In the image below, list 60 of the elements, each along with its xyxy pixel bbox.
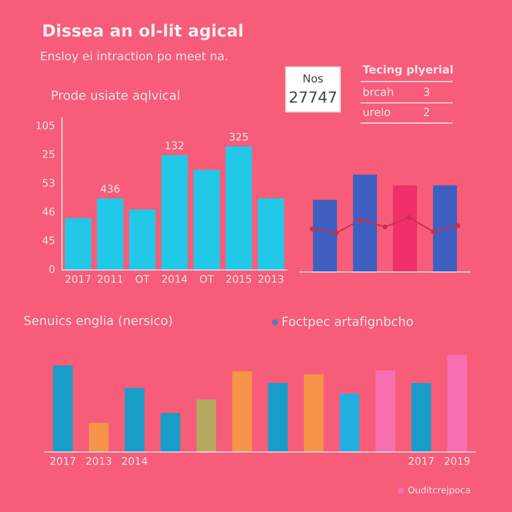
text: 105: [36, 121, 54, 130]
bar: [447, 354, 467, 452]
bar: [196, 400, 216, 452]
text: 3: [424, 88, 430, 96]
bar: [161, 155, 188, 270]
point: [406, 215, 412, 220]
point: [358, 217, 364, 222]
text: 2: [424, 108, 430, 116]
bar: [232, 371, 252, 452]
bar: [129, 209, 156, 270]
text: 53: [42, 178, 54, 187]
text: Prode usiate aqlvical: [52, 90, 180, 102]
bar: [340, 394, 360, 452]
text: urelo: [364, 108, 390, 116]
chart-title: Senuics englia (nersico): [24, 316, 172, 328]
annotation: 132: [166, 141, 184, 150]
bar: [97, 198, 124, 270]
text: Nos: [304, 74, 323, 83]
bar: [411, 383, 432, 452]
x-tick-label: 2014: [122, 457, 148, 465]
x-tick-label: 2019: [444, 457, 470, 465]
bar: [268, 383, 288, 452]
bar: [376, 370, 396, 452]
annotation: 325: [230, 132, 248, 141]
bar: [226, 146, 252, 270]
bar: [160, 413, 180, 452]
x-tick-label: OT: [136, 275, 150, 283]
bar: [124, 388, 144, 452]
annotation: 436: [100, 184, 120, 193]
point: [455, 223, 460, 228]
x-tick-label: 2013: [258, 275, 284, 283]
text: 27747: [290, 91, 336, 103]
text: Foctpec artafignbcho: [282, 316, 413, 329]
chart-subtitle: Ensloy ei intraction po meet na.: [41, 51, 228, 63]
x-tick-label: 2014: [162, 275, 188, 283]
text: 25: [42, 150, 54, 158]
point: [334, 230, 339, 236]
x-tick-label: 2017: [66, 275, 90, 283]
bar: [88, 422, 109, 452]
text: 46: [42, 208, 55, 216]
bar: [193, 170, 220, 270]
point: [310, 226, 315, 232]
x-tick-label: 2017: [408, 457, 434, 465]
chart-title: Dissea an ol-lit agical: [44, 24, 242, 40]
x-tick-label: 2011: [98, 275, 123, 283]
bar: [64, 218, 92, 270]
x-tick-label: OT: [200, 275, 214, 283]
text: brcah: [364, 87, 393, 96]
x-tick-label: 2017: [50, 457, 76, 465]
point: [382, 224, 388, 230]
text: 0: [49, 265, 55, 274]
text: 45: [42, 236, 54, 244]
text: Ouditcrejpoca: [408, 486, 470, 496]
bar: [258, 198, 284, 270]
bar: [304, 374, 324, 452]
x-tick-label: 2015: [226, 275, 252, 283]
point: [431, 229, 436, 234]
x-tick-label: 2013: [86, 457, 112, 465]
bar: [53, 366, 73, 452]
text: Tecing plyerial: [362, 64, 453, 76]
